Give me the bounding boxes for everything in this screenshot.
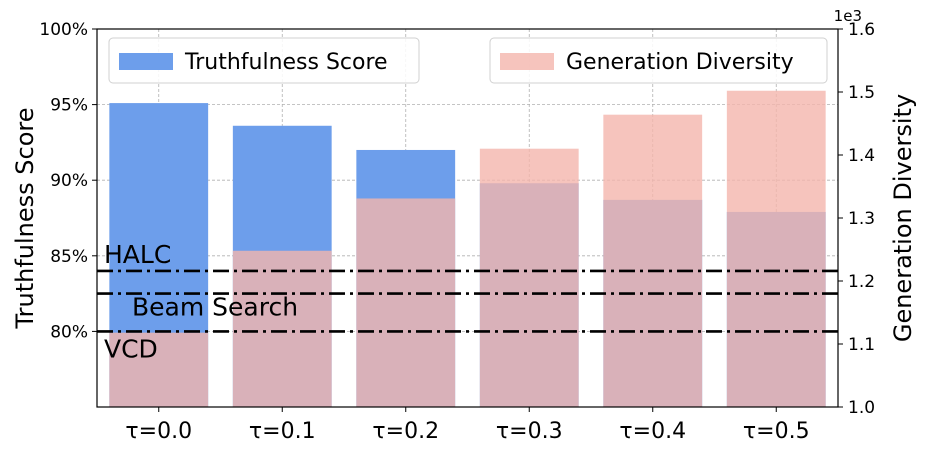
legend-box xyxy=(108,37,420,84)
legend-box xyxy=(489,37,828,84)
legend-swatch xyxy=(119,53,173,70)
right-tick-label: 1.1 xyxy=(848,335,875,355)
baseline-label: VCD xyxy=(104,334,158,363)
baseline-label: Beam Search xyxy=(132,293,298,322)
right-tick-label: 1.5 xyxy=(848,83,875,103)
legend-swatch xyxy=(500,53,554,70)
legend-label: Truthfulness Score xyxy=(184,50,388,75)
diversity-bar xyxy=(109,332,209,407)
legends: Truthfulness Score Generation Diversity xyxy=(108,37,828,84)
x-tick-label: τ=0.4 xyxy=(619,419,686,444)
diversity-bar xyxy=(603,114,703,408)
baseline-lines: HALC Beam Search VCD xyxy=(97,240,838,363)
right-axis-multiplier: 1e3 xyxy=(834,7,862,25)
x-tick-label: τ=0.5 xyxy=(743,419,810,444)
diversity-bar xyxy=(479,148,579,407)
diversity-bars xyxy=(109,90,826,408)
left-tick-label: 90% xyxy=(50,171,88,191)
right-tick-label: 1.4 xyxy=(848,146,875,166)
legend-label: Generation Diversity xyxy=(566,50,794,75)
x-tick-label: τ=0.0 xyxy=(125,419,192,444)
left-axis-title: Truthfulness Score xyxy=(11,108,39,330)
diversity-bar xyxy=(726,90,826,408)
left-tick-label: 85% xyxy=(50,247,88,267)
truthfulness-bars xyxy=(109,103,826,407)
x-tick-label: τ=0.2 xyxy=(372,419,439,444)
left-tick-label: 80% xyxy=(50,322,88,342)
right-axis-title: Generation Diversity xyxy=(889,94,917,342)
diversity-bar xyxy=(356,198,456,407)
right-tick-label: 1.2 xyxy=(848,272,875,292)
x-tick-label: τ=0.3 xyxy=(496,419,563,444)
left-tick-label: 95% xyxy=(50,96,88,116)
x-tick-label: τ=0.1 xyxy=(249,419,316,444)
diversity-bar xyxy=(232,250,332,407)
right-tick-label: 1.3 xyxy=(848,209,875,229)
left-tick-label: 100% xyxy=(39,20,88,40)
right-tick-label: 1.6 xyxy=(848,20,875,40)
axes: 80% 85% 90% 95% 100% 1.0 1.1 1.2 1.3 1.4 1.5 1.61e3… xyxy=(11,7,917,444)
right-tick-label: 1.0 xyxy=(848,398,875,418)
baseline-label: HALC xyxy=(104,240,171,269)
